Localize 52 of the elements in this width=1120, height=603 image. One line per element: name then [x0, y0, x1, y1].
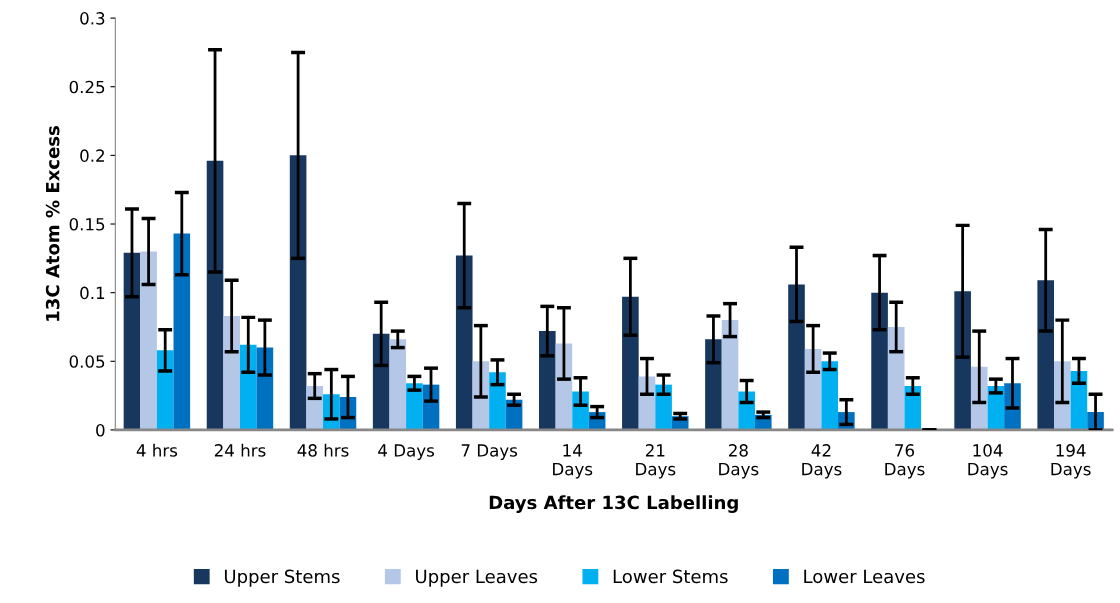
- bar: [1070, 370, 1088, 430]
- bar: [123, 252, 141, 430]
- y-tick-label: 0.1: [80, 286, 105, 300]
- legend-label: Lower Stems: [613, 569, 728, 584]
- x-tick-label: 21 Days: [636, 444, 676, 479]
- bar: [173, 233, 191, 430]
- x-tick-label: 7 Days: [461, 444, 518, 460]
- bar: [455, 255, 473, 430]
- bar: [555, 343, 573, 430]
- x-tick-label: 104 Days: [968, 444, 1008, 479]
- bar: [788, 284, 805, 430]
- x-tick-label: 76 Days: [885, 444, 925, 479]
- bar: [804, 348, 822, 430]
- x-tick-label: 4 Days: [378, 444, 435, 460]
- legend-label: Lower Leaves: [804, 569, 925, 584]
- bar: [206, 160, 224, 430]
- bar: [539, 331, 556, 430]
- bar: [289, 155, 307, 430]
- bar: [156, 350, 174, 430]
- y-tick-label: 0.3: [80, 12, 105, 25]
- x-axis-title: Days After 13C Labelling: [489, 495, 738, 513]
- bar: [887, 326, 905, 430]
- bar: [489, 372, 506, 430]
- bar: [140, 251, 157, 430]
- x-tick-label: 48 hrs: [297, 443, 349, 457]
- y-tick-label: 0: [96, 423, 105, 437]
- legend-label: Upper Stems: [224, 569, 340, 587]
- bar: [721, 320, 739, 430]
- bar: [871, 292, 888, 430]
- x-tick-label: 28 Days: [719, 444, 759, 479]
- bar: [1037, 280, 1055, 430]
- bar: [655, 384, 672, 430]
- bar: [223, 315, 240, 430]
- y-axis-title: 13C Atom % Excess: [45, 126, 60, 321]
- bar: [406, 383, 423, 430]
- y-tick-label: 0.05: [69, 355, 105, 368]
- y-tick-label: 0.15: [69, 217, 105, 231]
- legend-label: Upper Leaves: [416, 569, 538, 587]
- x-tick-label: 194 Days: [1051, 444, 1091, 479]
- bar: [821, 361, 839, 430]
- bar: [904, 386, 922, 430]
- x-tick-label: 4 hrs: [136, 443, 178, 457]
- x-tick-label: 14 Days: [553, 444, 593, 479]
- bar: [622, 296, 639, 430]
- x-tick-label: 24 hrs: [214, 443, 266, 457]
- bar: [239, 344, 257, 430]
- bar: [389, 339, 407, 430]
- y-tick-label: 0.2: [80, 149, 104, 162]
- y-tick-label: 0.25: [69, 80, 105, 94]
- bar: [705, 339, 722, 430]
- x-tick-label: 42 Days: [802, 444, 842, 479]
- bar: [372, 333, 390, 430]
